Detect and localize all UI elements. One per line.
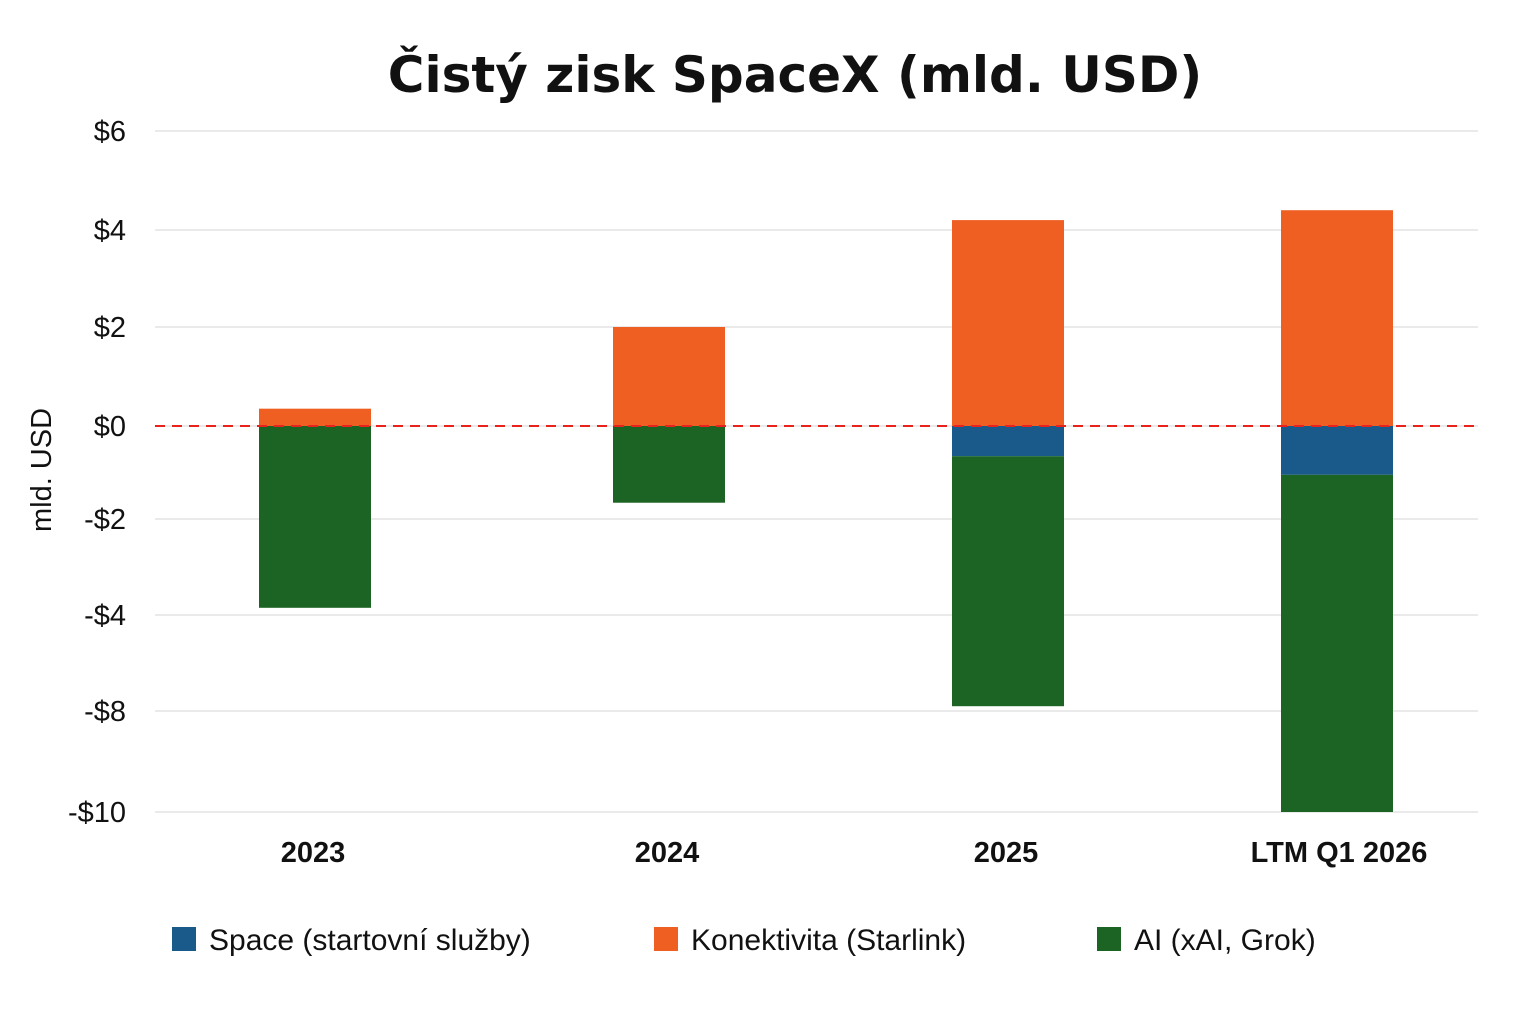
y-tick-label: $2 [94, 312, 126, 344]
y-tick-label: -$10 [68, 797, 126, 829]
x-axis-ticks: 2023 2024 2025 LTM Q1 2026 [281, 837, 1428, 869]
bar-segment-3-3 [952, 456, 1064, 707]
legend-label: Space (startovní služby) [209, 924, 531, 957]
bar-segment-3-1 [259, 426, 371, 608]
x-tick-label: 2025 [974, 837, 1039, 869]
y-tick-label: -$2 [84, 504, 126, 536]
legend-swatch [654, 927, 678, 951]
bar-segment-3-2 [613, 426, 725, 503]
chart-title: Čistý zisk SpaceX (mld. USD) [388, 45, 1202, 104]
legend-swatch [172, 927, 196, 951]
bar-segment-2-1 [259, 408, 371, 426]
x-tick-label: 2024 [635, 837, 700, 869]
bar-segment-2-3 [952, 220, 1064, 426]
y-tick-label: -$4 [84, 600, 126, 632]
y-tick-label: -$8 [84, 696, 126, 728]
bar-segment-3-4 [1281, 474, 1393, 812]
y-axis-label: mld. USD [26, 408, 58, 532]
bars [259, 210, 1393, 812]
bar-segment-1-4 [1281, 426, 1393, 475]
y-tick-label: $6 [94, 116, 126, 148]
bar-segment-1-3 [952, 426, 1064, 457]
y-axis-ticks: $6 $4 $2 $0 -$2 -$4 -$8 -$10 [68, 116, 126, 829]
legend-swatch [1097, 927, 1121, 951]
y-tick-label: $0 [94, 411, 126, 443]
x-tick-label: LTM Q1 2026 [1251, 837, 1428, 869]
gridlines [155, 130, 1478, 813]
legend: Space (startovní služby) Konektivita (Sta… [172, 924, 1316, 957]
legend-label: AI (xAI, Grok) [1134, 924, 1316, 957]
bar-segment-2-4 [1281, 210, 1393, 426]
x-tick-label: 2023 [281, 837, 346, 869]
legend-label: Konektivita (Starlink) [691, 924, 966, 957]
bar-segment-2-2 [613, 327, 725, 426]
y-tick-label: $4 [94, 215, 126, 247]
